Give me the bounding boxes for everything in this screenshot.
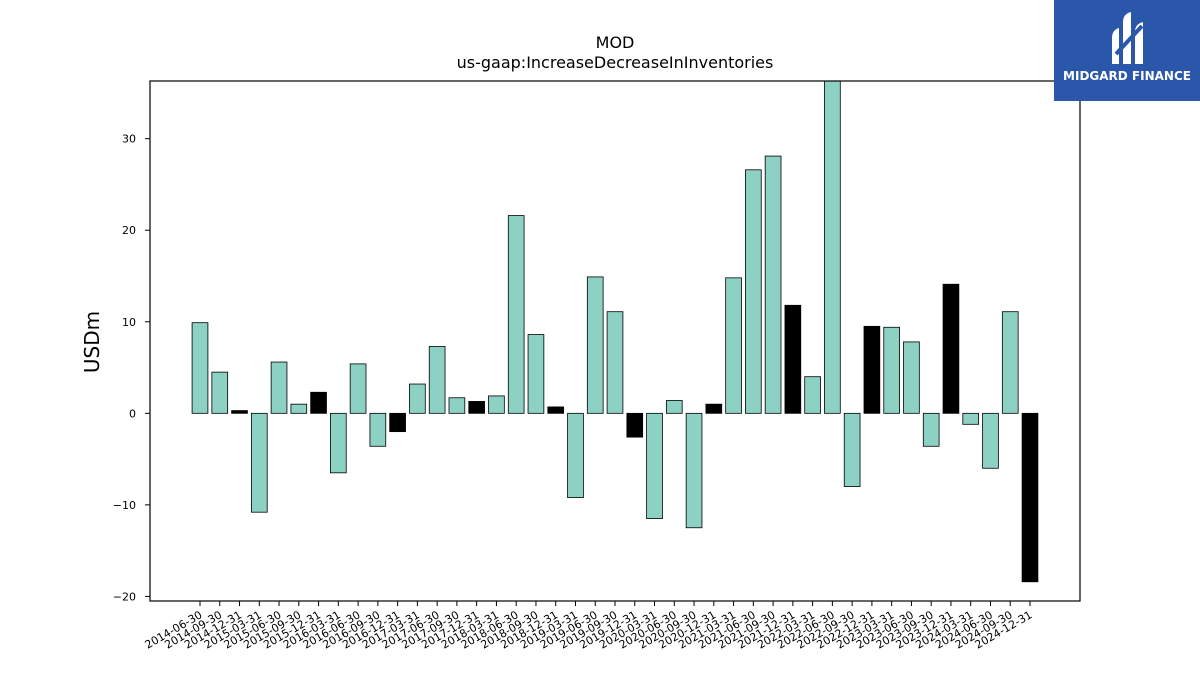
- bar-2019-09-30: [606, 311, 624, 414]
- bar-2015-12-31: [310, 391, 327, 414]
- bar-2016-12-31: [389, 412, 406, 433]
- bar-2017-03-31: [409, 383, 426, 414]
- bar-2015-09-30: [290, 403, 308, 414]
- bar-2016-09-30: [369, 412, 387, 447]
- bar-2018-06-30: [507, 215, 525, 414]
- bars-group: [191, 80, 1039, 583]
- bar-2019-12-31: [626, 412, 644, 438]
- y-axis: −20 −10 0 10 20 30: [113, 133, 150, 603]
- y-tick-label: 20: [122, 224, 136, 237]
- bar-2024-06-30: [982, 412, 999, 469]
- bar-2023-03-31: [883, 326, 900, 414]
- bar-2014-06-30: [191, 322, 209, 414]
- chart-title: MOD: [596, 33, 635, 52]
- y-tick-label: −10: [113, 499, 136, 512]
- bar-2018-03-31: [488, 395, 505, 414]
- bar-2024-12-31: [1021, 412, 1039, 583]
- bar-2020-12-31: [705, 403, 723, 414]
- x-axis: 2014-06-302014-09-302014-12-312015-03-31…: [143, 601, 1035, 652]
- bar-2017-09-30: [448, 397, 466, 414]
- y-tick-label: 0: [129, 407, 136, 420]
- bar-2024-09-30: [1001, 311, 1019, 414]
- bar-2015-03-31: [250, 412, 268, 513]
- bar-2018-09-30: [527, 334, 545, 414]
- bar-2022-03-31: [804, 376, 821, 414]
- bar-2016-06-30: [349, 363, 367, 414]
- bar-2019-03-31: [567, 412, 584, 498]
- bar-2016-03-31: [330, 412, 347, 474]
- chart-subtitle: us-gaap:IncreaseDecreaseInInventories: [457, 53, 774, 72]
- y-axis-label: USDm: [80, 311, 104, 373]
- bar-2022-12-31: [863, 325, 881, 414]
- plot-frame: [149, 80, 1081, 602]
- bar-2022-06-30: [824, 80, 841, 414]
- bar-2024-03-31: [962, 412, 980, 425]
- brand-name: MIDGARD FINANCE: [1063, 69, 1191, 83]
- bar-2018-12-31: [547, 406, 565, 414]
- bar-2017-12-31: [468, 401, 485, 414]
- bar-2021-03-31: [725, 277, 742, 414]
- brand-logo: MIDGARD FINANCE: [1054, 0, 1200, 101]
- bar-2014-09-30: [211, 371, 229, 414]
- bar-2020-09-30: [685, 412, 703, 529]
- bar-2014-12-31: [231, 410, 248, 414]
- bar-2021-12-31: [784, 304, 802, 414]
- y-tick-label: 10: [122, 316, 136, 329]
- bar-2023-06-30: [903, 341, 920, 414]
- bar-2020-03-31: [646, 412, 663, 520]
- bar-2022-09-30: [843, 412, 861, 487]
- bar-2023-09-30: [922, 412, 940, 447]
- bar-2017-06-30: [428, 346, 446, 414]
- y-tick-label: 30: [122, 133, 136, 146]
- bar-2021-09-30: [764, 155, 782, 414]
- bar-2021-06-30: [745, 169, 762, 414]
- bar-2015-06-30: [270, 361, 288, 414]
- bar-2020-06-30: [665, 400, 683, 414]
- bar-2019-06-30: [586, 276, 604, 414]
- y-tick-label: −20: [113, 590, 136, 603]
- midgard-logo-icon: [1112, 12, 1144, 64]
- bar-2023-12-31: [942, 283, 960, 414]
